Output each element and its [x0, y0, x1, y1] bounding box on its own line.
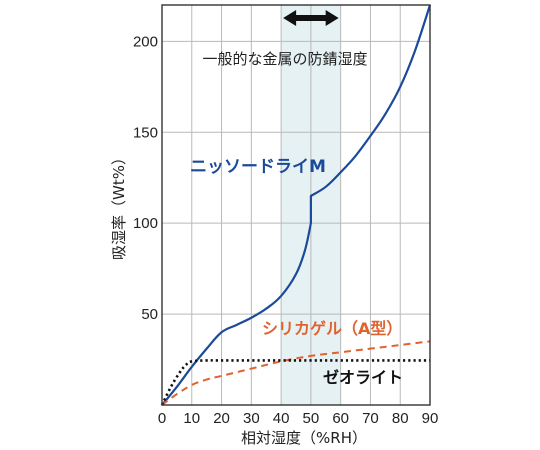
y-tick-label: 100 — [133, 215, 158, 232]
x-tick-label: 50 — [303, 410, 320, 427]
series-line-silica-gel — [161, 340, 431, 406]
label-layer: 0 10 20 30 40 50 60 70 80 90 50 100 150 200 相対湿度（%RH） 吸… — [110, 10, 438, 447]
series-line-nisso-dry-m — [161, 4, 432, 406]
series-label-zeolite: ゼオライト — [323, 368, 403, 387]
x-tick-label: 90 — [422, 410, 439, 427]
series-line-zeolite — [160, 359, 430, 406]
x-tick-label: 30 — [243, 410, 260, 427]
x-tick-label: 20 — [213, 410, 230, 427]
band-range-arrow-icon — [283, 10, 339, 26]
band-label: 一般的な金属の防錆湿度 — [202, 50, 367, 68]
x-tick-label: 60 — [332, 410, 349, 427]
grid-layer — [162, 5, 430, 405]
x-axis-title: 相対湿度（%RH） — [241, 429, 367, 447]
y-tick-label: 150 — [133, 124, 158, 141]
x-tick-label: 0 — [158, 410, 166, 427]
series-layer — [160, 4, 432, 406]
x-tick-label: 40 — [273, 410, 290, 427]
frame-layer — [161, 4, 431, 406]
y-tick-label: 50 — [141, 306, 158, 323]
series-label-nisso-dry-m: ニッソードライM — [190, 157, 326, 177]
series-label-silica-gel: シリカゲル（A型） — [262, 319, 402, 338]
y-axis-title: 吸湿率（Wt%） — [110, 150, 128, 260]
plot-frame — [161, 4, 431, 406]
x-tick-label: 70 — [362, 410, 379, 427]
x-tick-label: 10 — [183, 410, 200, 427]
y-tick-label: 200 — [133, 33, 158, 50]
x-tick-label: 80 — [392, 410, 409, 427]
